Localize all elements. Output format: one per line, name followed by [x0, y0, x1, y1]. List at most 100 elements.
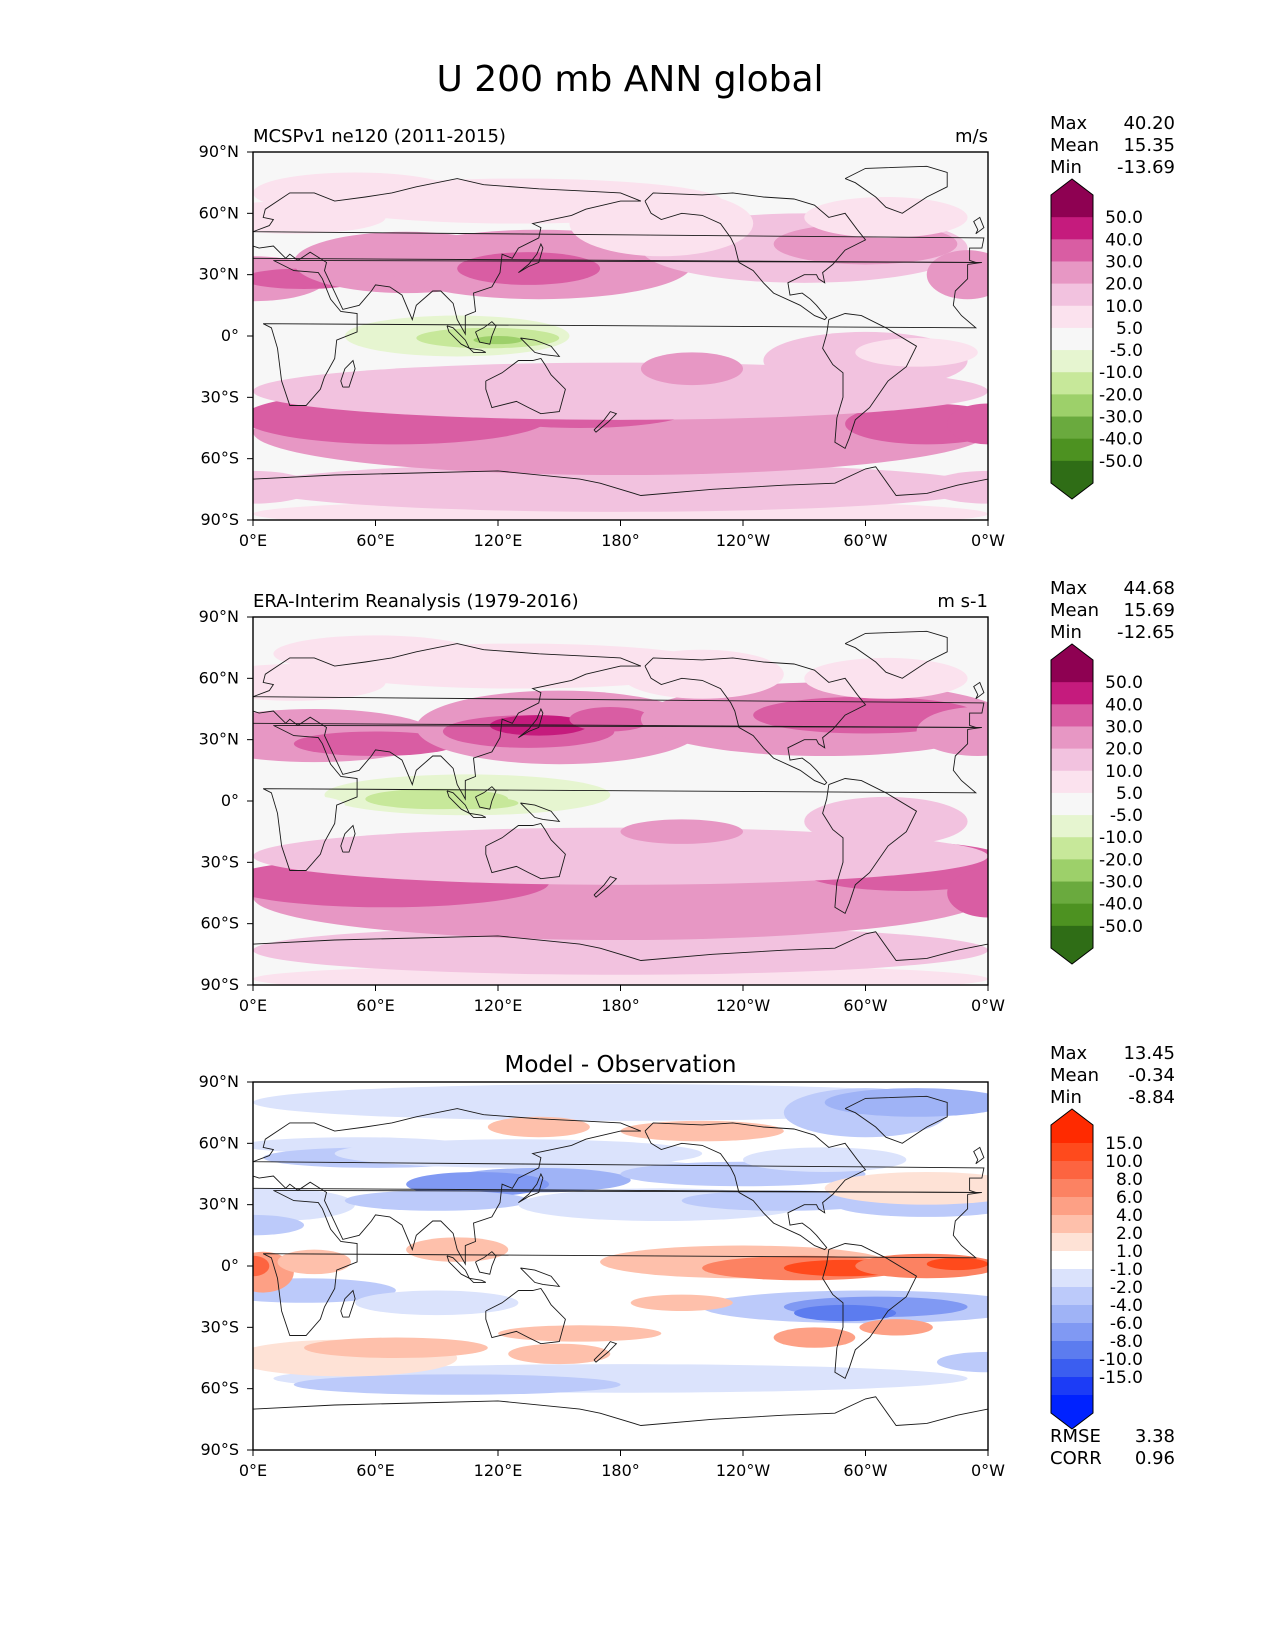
y-tick-label: 60°N [199, 668, 239, 687]
coastline [262, 1189, 982, 1336]
contour-region [630, 1294, 733, 1311]
coastline [475, 321, 497, 345]
coastline [593, 1341, 618, 1363]
contour-region [569, 706, 652, 732]
colorbar-segment [1051, 881, 1093, 905]
coastline [340, 824, 356, 853]
colorbar-segment [1051, 327, 1093, 351]
stat-value: 44.68 [1123, 578, 1175, 599]
colorbar-tick-label: -30.0 [1099, 873, 1143, 893]
colorbar-tick-label: -50.0 [1099, 452, 1143, 472]
panel-title: Model - Observation [504, 1052, 736, 1078]
x-tick-label: 180° [601, 996, 640, 1015]
y-tick-label: 90°N [199, 142, 239, 161]
colorbar-segment [1051, 438, 1093, 462]
contour-region [253, 470, 315, 504]
colorbar-extend-top [1051, 644, 1093, 660]
colorbar-tick-label: -15.0 [1099, 1368, 1143, 1388]
colorbar-outline [1050, 643, 1094, 965]
stat-label: CORR [1050, 1448, 1102, 1469]
y-tick-label: 90°S [200, 510, 239, 529]
colorbar-segment [1051, 704, 1093, 727]
coastline [340, 359, 356, 388]
coastline [340, 1289, 356, 1318]
y-tick-label: 30°S [200, 387, 239, 406]
contour-region [304, 1337, 488, 1358]
y-tick-label: 90°N [199, 607, 239, 626]
contour-region [498, 1325, 662, 1342]
stat-label: Min [1050, 157, 1082, 178]
colorbar-tick-label: 2.0 [1116, 1224, 1143, 1244]
colorbar-segment [1051, 1377, 1093, 1396]
colorbar-extend-bottom [1051, 1413, 1093, 1429]
stat-value: 3.38 [1135, 1426, 1175, 1447]
stat-label: Max [1050, 113, 1088, 134]
colorbar-segment [1051, 1125, 1093, 1144]
y-tick-label: 30°N [199, 265, 239, 284]
stat-label: Max [1050, 578, 1088, 599]
contour-region [273, 635, 478, 673]
contour-region [253, 1255, 270, 1277]
colorbar-extend-top [1051, 179, 1093, 195]
coastline [253, 466, 988, 496]
colorbar-tick-label: -10.0 [1099, 1350, 1143, 1370]
colorbar-extend-top [1051, 1109, 1093, 1125]
colorbar-tick-label: 50.0 [1105, 673, 1143, 693]
coastline [262, 724, 982, 871]
colorbar-segment [1051, 1251, 1093, 1270]
x-tick-label: 60°W [843, 1461, 887, 1480]
contour-region [253, 827, 988, 885]
colorbar-tick-label: -30.0 [1099, 408, 1143, 428]
panel-title: MCSPv1 ne120 (2011-2015) [253, 126, 506, 147]
colorbar-segment [1051, 1287, 1093, 1306]
coastline [485, 357, 566, 415]
colorbar-outline [1050, 1108, 1094, 1430]
colorbar-tick-label: -5.0 [1110, 806, 1143, 826]
stat-label: Mean [1050, 1065, 1099, 1086]
colorbar-tick-label: -10.0 [1099, 828, 1143, 848]
coastline [253, 931, 988, 961]
stat-value: 13.45 [1123, 1043, 1175, 1064]
contour-region [293, 1374, 621, 1395]
contour-region [355, 1290, 519, 1316]
colorbar-tick-label: -10.0 [1099, 363, 1143, 383]
colorbar-tick-label: 50.0 [1105, 208, 1143, 228]
contour-region [824, 1088, 988, 1117]
coastline [475, 1251, 497, 1275]
contour-region [671, 317, 754, 347]
contour-region [293, 731, 458, 757]
colorbar: 15.010.08.06.04.02.01.0-1.0-2.0-4.0-6.0-… [1050, 1108, 1143, 1430]
colorbar-tick-label: 20.0 [1105, 275, 1143, 295]
contour-region [253, 1278, 396, 1303]
x-tick-label: 120°W [716, 1461, 771, 1480]
colorbar-segment [1051, 1359, 1093, 1378]
contour-region [473, 336, 523, 345]
contour-region [936, 1351, 988, 1373]
contour-region [253, 172, 458, 214]
stat-value: -13.69 [1117, 157, 1175, 178]
x-tick-label: 120°E [474, 996, 523, 1015]
colorbar-tick-label: -40.0 [1099, 895, 1143, 915]
colorbar-segment [1051, 217, 1093, 240]
colorbar-tick-label: -20.0 [1099, 850, 1143, 870]
colorbar-tick-label: 10.0 [1105, 297, 1143, 317]
contour-region [804, 657, 968, 699]
colorbar-segment [1051, 1233, 1093, 1252]
y-tick-label: 30°S [200, 852, 239, 871]
colorbar-segment [1051, 1305, 1093, 1324]
stat-value: 40.20 [1123, 113, 1175, 134]
colorbar-segment [1051, 1197, 1093, 1216]
x-tick-label: 120°W [716, 996, 771, 1015]
coastline [822, 1243, 918, 1380]
x-tick-label: 180° [601, 531, 640, 550]
coastline [475, 786, 497, 810]
colorbar-tick-label: -50.0 [1099, 917, 1143, 937]
colorbar-tick-label: 1.0 [1116, 1242, 1143, 1262]
coastline [644, 192, 867, 321]
y-tick-label: 60°S [200, 1379, 239, 1398]
colorbar-tick-label: -6.0 [1110, 1314, 1143, 1334]
panel-observation: ERA-Interim Reanalysis (1979-2016) m s-1 0… [199, 578, 1175, 1015]
colorbar-tick-label: 40.0 [1105, 695, 1143, 715]
colorbar-segment [1051, 305, 1093, 329]
colorbar-segment [1051, 1341, 1093, 1360]
